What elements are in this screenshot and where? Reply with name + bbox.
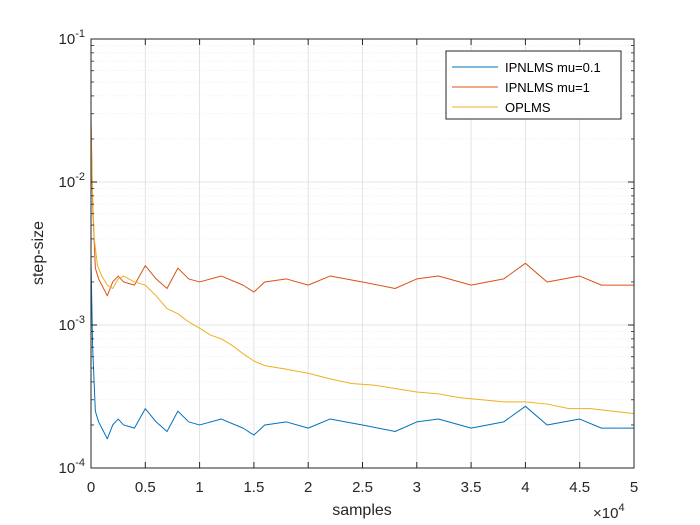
y-tick-label: 10-2 xyxy=(59,171,85,191)
y-tick-labels: 10-4 10-3 10-2 10-1 xyxy=(59,28,85,477)
legend-entry-ipnlms-mu-1: IPNLMS mu=1 xyxy=(452,80,590,95)
x-tick-label: 2 xyxy=(304,479,312,496)
x-tick-label: 5 xyxy=(630,479,638,496)
x-tick-label: 2.5 xyxy=(352,479,373,496)
x-tick-label: 1.5 xyxy=(243,479,264,496)
x-tick-label: 0.5 xyxy=(135,479,156,496)
legend-box xyxy=(445,50,622,120)
x-tick-label: 4 xyxy=(521,479,529,496)
y-tick-label: 10-1 xyxy=(59,28,85,48)
legend-entry-oplms: OPLMS xyxy=(452,100,551,115)
x-scale-multiplier: ×104 xyxy=(593,502,625,522)
series-line-ipnlms-mu-1 xyxy=(90,118,634,297)
series-line-ipnlms-mu-0-1 xyxy=(90,261,634,440)
x-tick-label: 1 xyxy=(195,479,203,496)
y-tick-label: 10-4 xyxy=(59,457,85,477)
x-tick-label: 0 xyxy=(87,479,95,496)
legend-label-oplms: OPLMS xyxy=(505,100,551,115)
x-axis-label: samples xyxy=(332,502,392,519)
legend-entry-ipnlms-mu-0-1: IPNLMS mu=0.1 xyxy=(452,60,601,75)
x-tick-label: 3 xyxy=(413,479,421,496)
legend-label-ipnlms-mu-1: IPNLMS mu=1 xyxy=(505,80,590,95)
axis-ticks xyxy=(90,38,635,469)
legend-label-ipnlms-mu-0-1: IPNLMS mu=0.1 xyxy=(505,60,601,75)
series-line-oplms xyxy=(90,118,635,415)
y-tick-label: 10-3 xyxy=(59,314,85,334)
x-tick-label: 3.5 xyxy=(461,479,482,496)
legend: IPNLMS mu=0.1 IPNLMS mu=1 OPLMS xyxy=(445,50,622,120)
x-tick-label: 4.5 xyxy=(569,479,590,496)
series-lines xyxy=(90,118,635,440)
y-axis-label: step-size xyxy=(30,221,47,285)
x-tick-labels: 0 0.5 1 1.5 2 2.5 3 3.5 4 4.5 5 xyxy=(87,479,638,496)
